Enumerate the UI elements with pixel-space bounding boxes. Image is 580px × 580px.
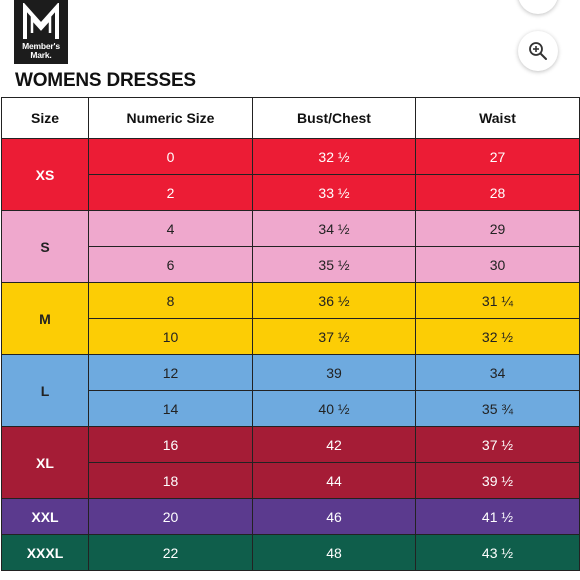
header-waist: Waist <box>415 97 580 139</box>
size-label-cell: S <box>1 210 89 283</box>
header-numeric-size: Numeric Size <box>88 97 253 139</box>
table-row: XXXL 22 48 43 ½ <box>1 534 580 571</box>
numeric-cell: 10 <box>88 318 253 355</box>
table-body: XS 0 32 ½ 27 2 33 ½ 28 S 4 34 ½ 29 6 35 ½ 30 M 8 36 ½ 31 … <box>1 138 580 571</box>
numeric-cell: 20 <box>88 498 253 535</box>
header-bust-chest: Bust/Chest <box>252 97 416 139</box>
bust-cell: 37 ½ <box>252 318 416 355</box>
waist-cell: 30 <box>415 246 580 283</box>
numeric-cell: 6 <box>88 246 253 283</box>
waist-cell: 43 ½ <box>415 534 580 571</box>
waist-cell: 35 ¾ <box>415 390 580 427</box>
table-row: S 4 34 ½ 29 <box>1 210 580 283</box>
table-row: XS 0 32 ½ 27 <box>1 138 580 211</box>
table-header-row: Size Numeric Size Bust/Chest Waist <box>1 97 580 139</box>
waist-cell: 37 ½ <box>415 426 580 463</box>
waist-cell: 29 <box>415 210 580 247</box>
waist-cell: 32 ½ <box>415 318 580 355</box>
table-row: 2 33 ½ 28 <box>1 174 580 211</box>
brand-logo-text: Member's Mark. <box>22 41 60 60</box>
table-row: 14 40 ½ 35 ¾ <box>1 390 580 427</box>
bust-cell: 40 ½ <box>252 390 416 427</box>
numeric-cell: 8 <box>88 282 253 319</box>
numeric-cell: 0 <box>88 138 253 175</box>
bust-cell: 44 <box>252 462 416 499</box>
bust-cell: 32 ½ <box>252 138 416 175</box>
numeric-cell: 2 <box>88 174 253 211</box>
size-label-cell: XXL <box>1 498 89 535</box>
numeric-cell: 18 <box>88 462 253 499</box>
table-row: XXL 20 46 41 ½ <box>1 498 580 535</box>
waist-cell: 39 ½ <box>415 462 580 499</box>
header-size: Size <box>1 97 89 139</box>
zoom-button[interactable] <box>518 31 558 71</box>
bust-cell: 36 ½ <box>252 282 416 319</box>
table-row: 6 35 ½ 30 <box>1 246 580 283</box>
size-chart-table: Size Numeric Size Bust/Chest Waist XS 0 32… <box>1 97 580 571</box>
brand-logo: Member's Mark. <box>14 0 68 64</box>
top-circle-button[interactable] <box>518 0 558 14</box>
waist-cell: 41 ½ <box>415 498 580 535</box>
size-label-cell: L <box>1 354 89 427</box>
table-row: 10 37 ½ 32 ½ <box>1 318 580 355</box>
bust-cell: 48 <box>252 534 416 571</box>
bust-cell: 35 ½ <box>252 246 416 283</box>
table-row: 18 44 39 ½ <box>1 462 580 499</box>
brand-logo-icon <box>23 3 59 39</box>
waist-cell: 27 <box>415 138 580 175</box>
table-row: L 12 39 34 <box>1 354 580 427</box>
bust-cell: 33 ½ <box>252 174 416 211</box>
waist-cell: 31 ¼ <box>415 282 580 319</box>
numeric-cell: 4 <box>88 210 253 247</box>
table-row: XL 16 42 37 ½ <box>1 426 580 499</box>
waist-cell: 28 <box>415 174 580 211</box>
table-row: M 8 36 ½ 31 ¼ <box>1 282 580 355</box>
zoom-in-icon <box>529 42 547 60</box>
numeric-cell: 16 <box>88 426 253 463</box>
size-label-cell: XS <box>1 138 89 211</box>
bust-cell: 42 <box>252 426 416 463</box>
numeric-cell: 12 <box>88 354 253 391</box>
size-label-cell: XL <box>1 426 89 499</box>
waist-cell: 34 <box>415 354 580 391</box>
size-label-cell: XXXL <box>1 534 89 571</box>
bust-cell: 46 <box>252 498 416 535</box>
numeric-cell: 22 <box>88 534 253 571</box>
bust-cell: 39 <box>252 354 416 391</box>
page-title: WOMENS DRESSES <box>15 70 196 91</box>
numeric-cell: 14 <box>88 390 253 427</box>
size-label-cell: M <box>1 282 89 355</box>
bust-cell: 34 ½ <box>252 210 416 247</box>
